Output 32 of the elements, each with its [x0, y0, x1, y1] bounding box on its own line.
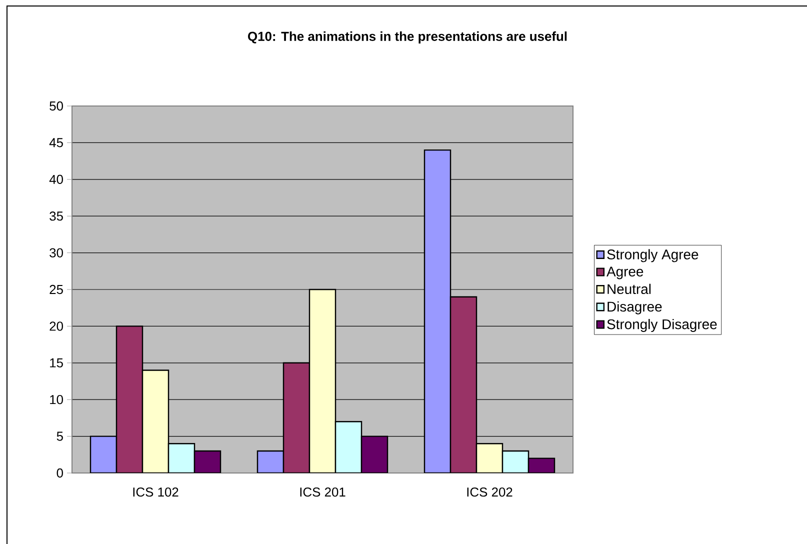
- y-tick-label: 35: [50, 212, 63, 221]
- bar: [424, 149, 452, 473]
- y-tick-label: 45: [49, 138, 63, 148]
- legend-label: Strongly Agree: [607, 249, 698, 262]
- bar: [362, 436, 388, 473]
- legend-label: Strongly Disagree: [607, 318, 717, 332]
- y-tick-label: 40: [49, 174, 63, 184]
- bar: [476, 443, 504, 473]
- legend-label: Disagree: [608, 301, 662, 314]
- y-tick-label: 10: [50, 395, 63, 404]
- y-tick-label: 5: [56, 432, 63, 441]
- x-tick-label: ICS 202: [467, 487, 512, 497]
- bar: [310, 290, 336, 473]
- bar: [194, 450, 222, 473]
- bar: [502, 450, 530, 473]
- bar: [336, 422, 362, 473]
- y-tick-label: 30: [50, 248, 63, 258]
- bar: [90, 436, 118, 473]
- bar: [142, 370, 170, 473]
- bar: [450, 296, 478, 473]
- y-tick-label: 50: [50, 101, 63, 111]
- x-tick-label: ICS 102: [133, 487, 178, 497]
- y-tick-label: 15: [50, 358, 63, 368]
- x-tick-label: ICS 201: [300, 487, 346, 497]
- y-tick-label: 20: [50, 322, 63, 331]
- chart-title: Q10: The animations in the presentations are useful: [248, 31, 567, 44]
- bar: [116, 326, 144, 473]
- legend-label: Neutral: [608, 284, 651, 294]
- y-tick-label: 0: [56, 468, 63, 478]
- y-tick-label: 25: [50, 284, 63, 294]
- legend-label: Agree: [606, 266, 644, 280]
- bar: [168, 443, 196, 473]
